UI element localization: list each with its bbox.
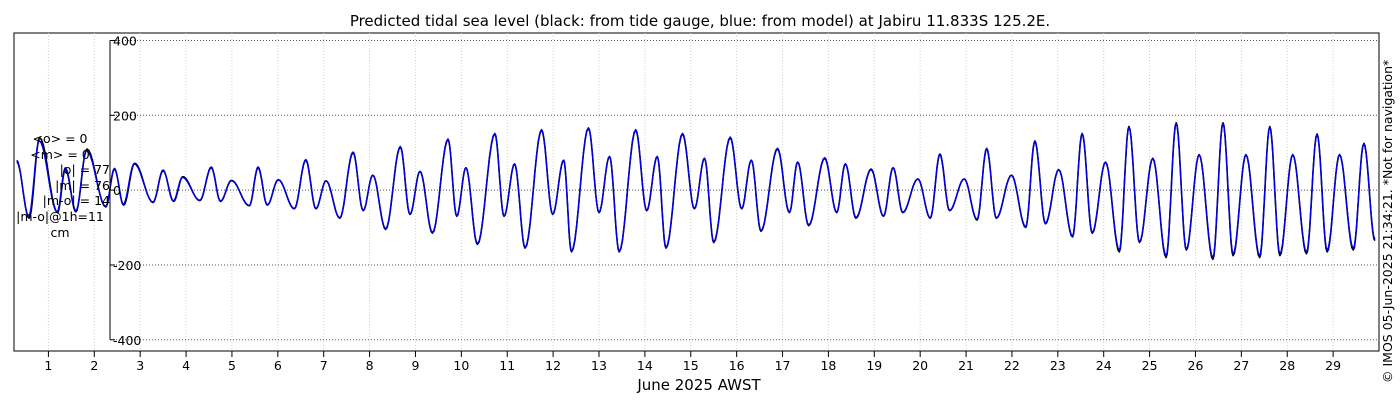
- x-tick-label: 5: [228, 358, 236, 373]
- stat-abs-diff-1h: |m-o|@1h=11: [16, 208, 104, 224]
- x-tick-label: 7: [320, 358, 328, 373]
- x-tick-label: 19: [866, 358, 882, 373]
- stat-mean-model: <m> = 0: [30, 146, 90, 162]
- x-tick-label: 6: [274, 358, 282, 373]
- x-tick-label: 11: [499, 358, 515, 373]
- x-tick-label: 9: [411, 358, 419, 373]
- plot-area: [13, 32, 1380, 352]
- x-tick-label: 23: [1050, 358, 1066, 373]
- x-tick-label: 13: [591, 358, 607, 373]
- x-tick-label: 27: [1233, 358, 1249, 373]
- x-tick-label: 14: [637, 358, 653, 373]
- y-tick-label: -200: [113, 258, 141, 273]
- stat-unit: cm: [50, 224, 70, 240]
- stat-abs-model: |m| = 76: [55, 177, 110, 193]
- y-tick-label: -400: [113, 333, 141, 348]
- x-tick-label: 21: [958, 358, 974, 373]
- x-tick-label: 29: [1325, 358, 1341, 373]
- x-tick-label: 26: [1188, 358, 1204, 373]
- x-tick-label: 28: [1279, 358, 1295, 373]
- axes: 1 2 3 4 5 6 7 8 9 10 11 12 13 14 15 16 17 18 19 20 21 22 23 24 2…: [44, 33, 1341, 373]
- x-tick-label: 24: [1096, 358, 1112, 373]
- x-tick-label: 2: [90, 358, 98, 373]
- chart-title: Predicted tidal sea level (black: from t…: [350, 12, 1050, 30]
- x-tick-label: 16: [729, 358, 745, 373]
- series-layer: [16, 122, 1376, 261]
- y-tick-label: 400: [113, 33, 137, 48]
- x-tick-label: 12: [545, 358, 561, 373]
- series-line-model: [16, 122, 1376, 259]
- x-tick-label: 1: [44, 358, 52, 373]
- x-tick-label: 17: [775, 358, 791, 373]
- x-tick-label: 4: [182, 358, 190, 373]
- stat-mean-obs: <o> = 0: [32, 131, 88, 146]
- x-tick-label: 18: [820, 358, 836, 373]
- x-tick-label: 20: [912, 358, 928, 373]
- x-tick-label: 8: [366, 358, 374, 373]
- y-tick-label: 200: [113, 108, 137, 123]
- y-tick-label: 0: [113, 183, 121, 198]
- x-axis-label: June 2025 AWST: [636, 376, 761, 394]
- x-tick-label: 15: [683, 358, 699, 373]
- x-tick-label: 22: [1004, 358, 1020, 373]
- x-tick-label: 25: [1142, 358, 1158, 373]
- x-tick-label: 10: [453, 358, 469, 373]
- x-tick-label: 3: [136, 358, 144, 373]
- side-note: © IMOS 05-Jun-2025 21:34:21. *Not for na…: [1380, 60, 1395, 383]
- stats-panel: <o> = 0 <m> = 0 |o| = 77 |m| = 76 |m-o| …: [6, 131, 114, 240]
- stat-abs-obs: |o| = 77: [59, 162, 110, 178]
- stat-abs-diff: |m-o| = 14: [42, 193, 110, 209]
